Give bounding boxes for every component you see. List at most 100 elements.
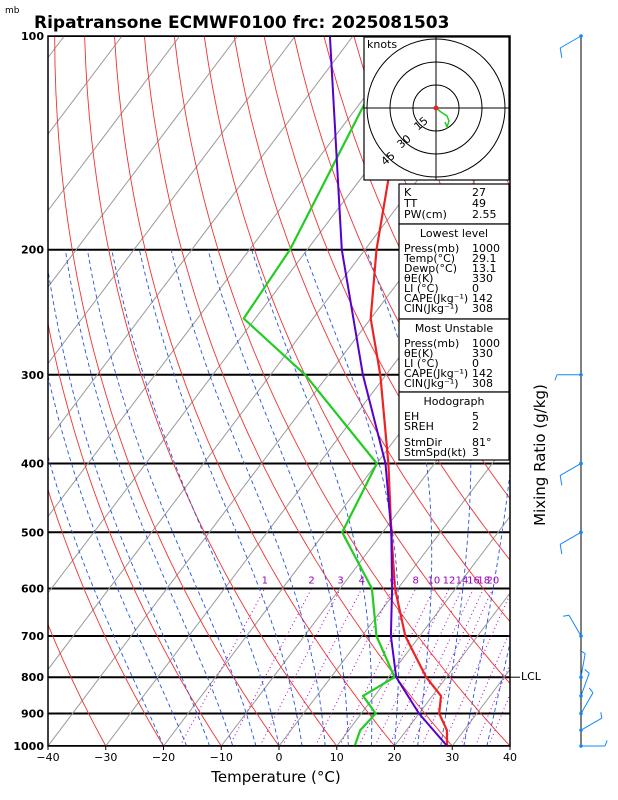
index-value: 49 [472,197,486,210]
index-value: 330 [472,272,493,285]
hodograph-trace [435,107,450,130]
grid-layer [0,36,618,746]
moist-adiabat [463,469,510,746]
index-label: EH [404,410,419,423]
x-tick--30: −30 [94,751,117,764]
isotherm-20 [394,592,510,746]
hodograph: knots 15 30 45 [363,36,510,181]
index-label: CIN(Jkg⁻¹) [404,377,459,390]
isotherm-40 [509,745,510,746]
moist-adiabat [365,249,433,746]
x-tick-30: 30 [445,751,459,764]
index-value: 308 [472,302,493,315]
pressure-tick-600: 600 [21,583,44,596]
storm-motion-marker [433,105,439,111]
index-value: 0 [472,357,479,370]
dry-adiabat [502,36,510,53]
moist-adiabat [437,249,472,746]
index-label: CAPE(Jkg⁻¹) [404,292,468,305]
index-label: θE(K) [404,347,433,360]
dry-adiabat [143,36,453,746]
isotherm--120 [48,36,123,135]
index-label: CIN(Jkg⁻¹) [404,302,459,315]
hodograph-info-box [398,391,510,461]
lowest-level-box [398,223,510,320]
isotherm--140 [0,36,7,746]
x-tick-40: 40 [503,751,517,764]
mixing-ratio-line [358,588,435,746]
stability-box [398,183,510,225]
moist-adiabat [86,249,257,746]
most-unstable-box [398,318,510,393]
mixing-ratio-label-18: 18 [477,576,490,587]
mixing-ratio-line [488,693,510,746]
index-value: 2.55 [472,208,497,221]
index-value: 330 [472,347,493,360]
isotherm--110 [48,36,181,212]
index-value: 5 [472,410,479,423]
index-value: 0 [472,282,479,295]
wind-barb-staff [580,717,603,731]
temperature-profile [369,36,449,746]
x-tick--20: −20 [152,751,175,764]
mixing-ratio-line [282,588,363,746]
wind-barb-column [554,34,608,748]
panel-heading: Hodograph [424,395,485,408]
isotherm--30 [105,209,510,746]
dry-adiabat [563,36,618,746]
wind-barb-staff [568,614,582,637]
mixing-ratio-line [228,588,313,746]
dry-adiabat [48,321,222,746]
pressure-tick-100: 100 [21,30,44,43]
index-label: Press(mb) [404,242,459,255]
index-label: LI (°C) [404,357,439,370]
index-label: StmSpd(kt) [404,446,466,459]
moist-adiabat [64,249,234,746]
parcel-profile [328,36,448,746]
index-value: 3 [472,446,479,459]
wind-barb-flag [554,374,558,381]
moist-adiabat [251,249,373,746]
wind-barb-flag [584,669,590,674]
panel-heading: Lowest level [420,227,488,240]
dry-adiabat [173,36,510,746]
moist-adiabat [303,249,400,746]
moist-adiabat [486,640,510,746]
x-axis-title: Temperature (°C) [210,768,340,786]
hodograph-units: knots [367,38,397,51]
wind-barb-staff [580,653,586,678]
mixing-ratio-label-14: 14 [456,576,469,587]
x-tick-20: 20 [388,751,402,764]
dry-adiabat [48,623,107,746]
wind-barb-flag [600,712,603,719]
pressure-unit: mb [5,6,20,16]
moist-adiabat [111,249,280,746]
moist-adiabat [170,249,326,746]
mixing-ratio-label-3: 3 [337,576,343,587]
moist-adiabat [207,249,349,746]
index-value: 13.1 [472,262,497,275]
pressure-tick-500: 500 [21,526,44,539]
wind-barb-flag [579,650,586,654]
mixing-ratio-label-4: 4 [359,576,365,587]
x-tick--40: −40 [36,751,59,764]
dewpoint-profile [242,36,401,746]
isotherm--100 [48,36,238,288]
pressure-tick-900: 900 [21,708,44,721]
mixing-ratio-label-10: 10 [428,576,441,587]
wind-barb-flag [588,687,594,694]
wind-barb-flag [559,47,563,58]
mixing-ratio-line [179,588,266,746]
index-label: StmDir [404,436,443,449]
pressure-tick-1000: 1000 [13,740,44,753]
wind-barb-flag [559,544,563,555]
wind-barb-staff [559,531,582,545]
index-value: 27 [472,186,486,199]
moist-adiabat [48,266,211,746]
x-tick-0: 0 [276,751,283,764]
wind-barb-flag [604,740,608,747]
wind-barb-staff [580,692,594,714]
